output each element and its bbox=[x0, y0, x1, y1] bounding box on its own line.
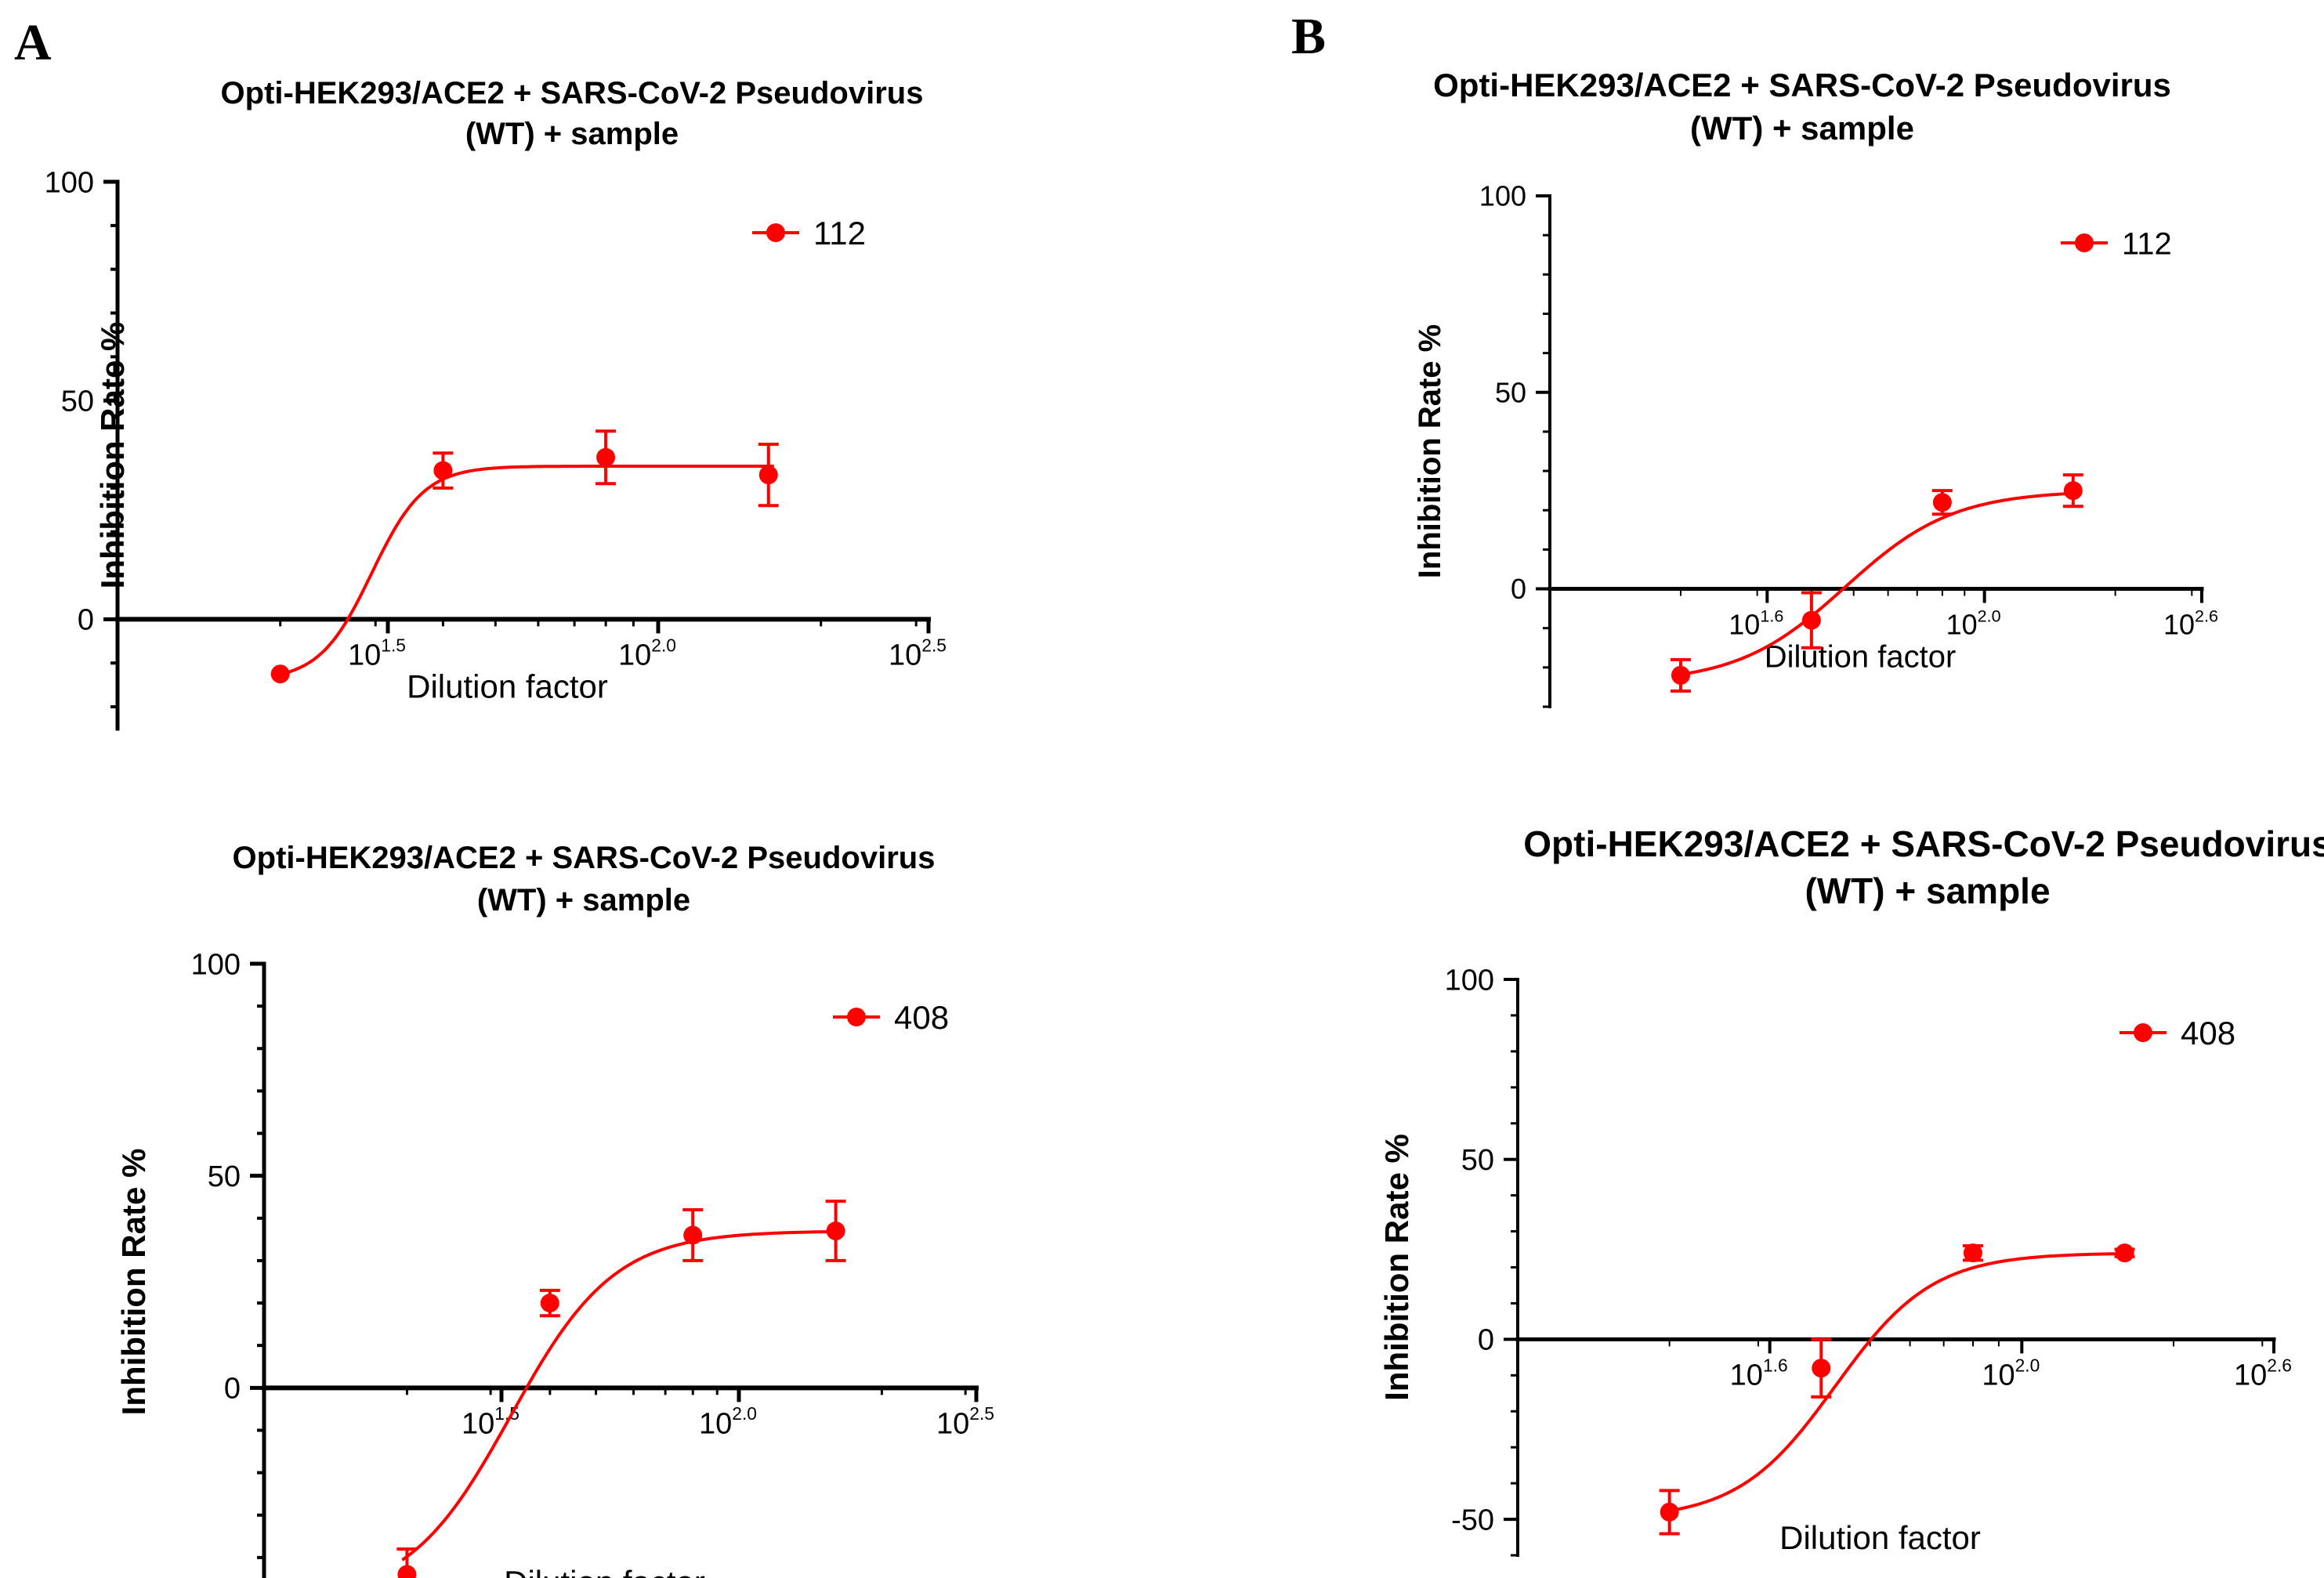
y-axis-label: Inhibition Rate % bbox=[115, 1149, 152, 1416]
x-tick-label: 101.5 bbox=[462, 1403, 519, 1440]
fit-curve-112 bbox=[1676, 491, 2078, 677]
x-tick-base: 10 bbox=[2234, 1359, 2267, 1392]
x-tick-exponent: 2.0 bbox=[1978, 606, 2001, 625]
y-tick-label: 0 bbox=[224, 1373, 241, 1406]
y-axis-label: Inhibition Rate % bbox=[94, 322, 131, 589]
legend-label: 112 bbox=[813, 215, 866, 252]
x-tick-label: 102.0 bbox=[618, 635, 676, 671]
x-tick-base: 10 bbox=[348, 639, 381, 671]
x-tick-base: 10 bbox=[1729, 609, 1760, 641]
chart-title-line-2: (WT) + sample bbox=[465, 117, 679, 151]
data-point bbox=[540, 1294, 559, 1313]
x-tick-label: 102.0 bbox=[699, 1403, 757, 1440]
x-axis-label: Dilution factor bbox=[407, 668, 608, 704]
y-tick-label: 50 bbox=[1495, 376, 1526, 408]
x-tick-base: 10 bbox=[2163, 609, 2195, 641]
x-tick-exponent: 2.0 bbox=[651, 635, 676, 655]
chart-title-line-1: Opti-HEK293/ACE2 + SARS-CoV-2 Pseudoviru… bbox=[1433, 67, 2171, 103]
y-tick-label: 50 bbox=[208, 1160, 241, 1193]
chart-4: Opti-HEK293/ACE2 + SARS-CoV-2 Pseudoviru… bbox=[1378, 823, 2324, 1557]
x-tick-exponent: 1.6 bbox=[1763, 1355, 1788, 1375]
data-point bbox=[1801, 610, 1821, 630]
x-axis-label: Dilution factor bbox=[504, 1564, 705, 1578]
chart-title-line-2: (WT) + sample bbox=[1690, 110, 1914, 147]
x-tick-base: 10 bbox=[889, 639, 921, 671]
y-tick-label: 100 bbox=[1445, 964, 1494, 997]
x-tick-label: 101.6 bbox=[1729, 606, 1783, 640]
y-axis-label: Inhibition Rate % bbox=[1413, 324, 1447, 578]
x-tick-base: 10 bbox=[618, 639, 651, 671]
chart-title-line-1: Opti-HEK293/ACE2 + SARS-CoV-2 Pseudoviru… bbox=[221, 76, 924, 110]
x-tick-label: 102.6 bbox=[2234, 1355, 2292, 1392]
x-tick-exponent: 1.6 bbox=[1760, 606, 1783, 625]
data-point bbox=[826, 1222, 845, 1241]
x-axis-label: Dilution factor bbox=[1765, 640, 1957, 675]
chart-title-line-2: (WT) + sample bbox=[477, 883, 690, 917]
x-tick-label: 101.5 bbox=[348, 635, 406, 671]
x-tick-base: 10 bbox=[1982, 1359, 2014, 1392]
x-tick-base: 10 bbox=[462, 1407, 494, 1440]
y-tick-label: 100 bbox=[1479, 180, 1526, 212]
data-point bbox=[1671, 665, 1690, 685]
chart-2: Opti-HEK293/ACE2 + SARS-CoV-2 Pseudoviru… bbox=[1413, 67, 2218, 708]
legend-marker bbox=[766, 223, 785, 242]
x-tick-exponent: 2.5 bbox=[969, 1403, 994, 1424]
x-tick-base: 10 bbox=[1946, 609, 1978, 641]
data-point bbox=[596, 447, 616, 467]
fit-curve-408 bbox=[401, 1229, 841, 1562]
data-point bbox=[1932, 493, 1952, 512]
x-tick-label: 102.6 bbox=[2163, 606, 2218, 640]
x-tick-label: 102.0 bbox=[1946, 606, 2001, 640]
x-tick-exponent: 2.0 bbox=[732, 1403, 757, 1424]
y-axis-label: Inhibition Rate % bbox=[1378, 1134, 1415, 1401]
x-axis-label: Dilution factor bbox=[1779, 1519, 1981, 1556]
y-tick-label: 0 bbox=[1511, 573, 1526, 605]
chart-title-line-2: (WT) + sample bbox=[1805, 870, 2050, 911]
legend-label: 408 bbox=[894, 999, 949, 1036]
legend-label: 408 bbox=[2181, 1015, 2235, 1051]
chart-1: Opti-HEK293/ACE2 + SARS-CoV-2 Pseudoviru… bbox=[45, 76, 947, 731]
data-point bbox=[2115, 1243, 2134, 1263]
fit-curve-408 bbox=[1663, 1251, 2130, 1514]
data-point bbox=[397, 1565, 417, 1578]
y-tick-label: 100 bbox=[45, 166, 94, 199]
data-point bbox=[683, 1225, 703, 1245]
x-tick-exponent: 2.6 bbox=[2267, 1355, 2292, 1375]
y-tick-label: -50 bbox=[1451, 1504, 1494, 1536]
x-tick-base: 10 bbox=[699, 1407, 732, 1440]
data-point bbox=[2063, 481, 2083, 501]
y-tick-label: 0 bbox=[1478, 1324, 1494, 1357]
chart-title-line-1: Opti-HEK293/ACE2 + SARS-CoV-2 Pseudoviru… bbox=[1523, 823, 2324, 864]
y-tick-label: 50 bbox=[61, 385, 94, 418]
data-point bbox=[1660, 1502, 1679, 1522]
x-tick-label: 102.0 bbox=[1982, 1355, 2040, 1392]
legend-label: 112 bbox=[2122, 226, 2172, 261]
chart-3: Opti-HEK293/ACE2 + SARS-CoV-2 Pseudoviru… bbox=[115, 841, 994, 1578]
x-tick-exponent: 2.6 bbox=[2195, 606, 2218, 625]
x-tick-label: 102.5 bbox=[889, 635, 947, 671]
legend-marker bbox=[847, 1008, 866, 1026]
x-tick-exponent: 2.0 bbox=[2015, 1355, 2040, 1375]
x-tick-exponent: 1.5 bbox=[381, 635, 406, 655]
y-tick-label: 0 bbox=[78, 604, 94, 637]
y-tick-label: 100 bbox=[191, 948, 241, 981]
legend-marker bbox=[2134, 1023, 2152, 1042]
x-tick-base: 10 bbox=[1730, 1359, 1763, 1392]
data-point bbox=[1812, 1359, 1831, 1378]
x-tick-label: 102.5 bbox=[936, 1403, 994, 1440]
legend-marker bbox=[2075, 233, 2094, 252]
panel-label-b: B bbox=[1291, 8, 1326, 65]
y-tick-label: 50 bbox=[1461, 1144, 1494, 1177]
panel-label-a: A bbox=[14, 14, 52, 71]
x-tick-exponent: 2.5 bbox=[921, 635, 947, 655]
x-tick-base: 10 bbox=[936, 1407, 969, 1440]
data-point bbox=[270, 664, 290, 684]
data-point bbox=[1963, 1243, 1982, 1263]
data-point bbox=[758, 465, 778, 485]
data-point bbox=[433, 461, 453, 480]
chart-title-line-1: Opti-HEK293/ACE2 + SARS-CoV-2 Pseudoviru… bbox=[233, 841, 936, 875]
fit-curve-112 bbox=[274, 465, 774, 677]
x-tick-label: 101.6 bbox=[1730, 1355, 1788, 1392]
